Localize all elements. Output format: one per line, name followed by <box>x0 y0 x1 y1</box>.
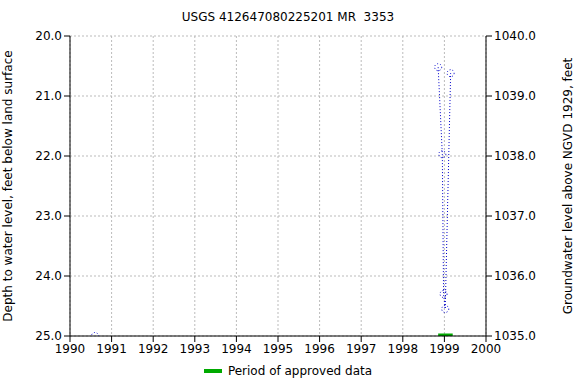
svg-text:1999: 1999 <box>429 342 460 356</box>
svg-text:1036.0: 1036.0 <box>494 269 536 283</box>
svg-text:20.0: 20.0 <box>35 29 62 43</box>
html-text:USGS 412647080225201 MR 3353: USGS 412647080225201 MR 3353 <box>181 10 395 24</box>
svg-text:1997: 1997 <box>346 342 377 356</box>
svg-text:1038.0: 1038.0 <box>494 149 536 163</box>
svg-text:1991: 1991 <box>96 342 127 356</box>
svg-text:25.0: 25.0 <box>35 329 62 343</box>
svg-text:22.0: 22.0 <box>35 149 62 163</box>
svg-text:Groundwater level above NGVD 1: Groundwater level above NGVD 1929, feet <box>561 57 568 314</box>
svg-text:21.0: 21.0 <box>35 89 62 103</box>
svg-text:1040.0: 1040.0 <box>494 29 536 43</box>
svg-text:1993: 1993 <box>180 342 211 356</box>
svg-text:1992: 1992 <box>138 342 169 356</box>
svg-text:1037.0: 1037.0 <box>494 209 536 223</box>
html-text:Period of approved data: Period of approved data <box>227 364 373 378</box>
svg-text:1035.0: 1035.0 <box>494 329 536 343</box>
svg-text:1995: 1995 <box>263 342 294 356</box>
svg-text:2000: 2000 <box>471 342 502 356</box>
svg-text:1996: 1996 <box>304 342 335 356</box>
svg-text:23.0: 23.0 <box>35 209 62 223</box>
svg-text:24.0: 24.0 <box>35 269 62 283</box>
svg-text:1998: 1998 <box>388 342 419 356</box>
svg-text:1994: 1994 <box>221 342 252 356</box>
svg-text:1990: 1990 <box>55 342 86 356</box>
svg-text:1039.0: 1039.0 <box>494 89 536 103</box>
svg-text:Depth to water level, feet bel: Depth to water level, feet below land su… <box>8 50 15 321</box>
